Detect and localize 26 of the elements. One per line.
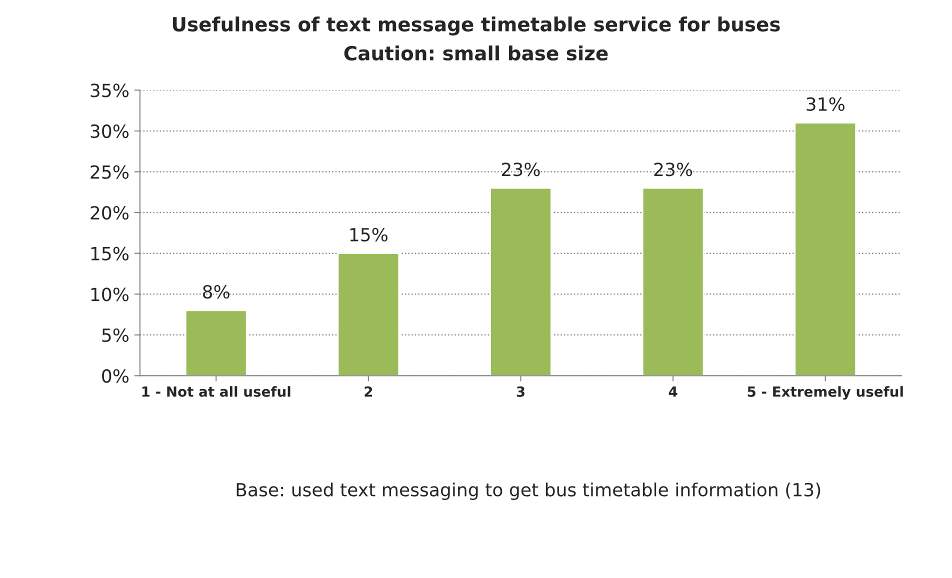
x-tick-label: 1 - Not at all useful <box>142 386 290 397</box>
y-tick-label: 5% <box>102 328 129 342</box>
bar <box>642 187 704 376</box>
bar <box>490 187 552 376</box>
x-tick-label: 2 <box>364 386 372 397</box>
bar <box>337 252 400 376</box>
chart-subtitle: Caution: small base size <box>344 46 608 61</box>
data-label: 23% <box>502 162 540 176</box>
data-label: 31% <box>806 97 844 111</box>
bar <box>184 310 248 376</box>
y-tick-label: 25% <box>90 165 129 179</box>
x-tick-label: 4 <box>668 386 678 397</box>
y-tick-label: 20% <box>90 206 129 220</box>
y-tick-label: 15% <box>91 246 129 260</box>
y-tick-label: 0% <box>102 369 129 383</box>
data-label: 15% <box>350 228 388 242</box>
y-tick-label: 10% <box>91 288 129 302</box>
data-label: 8% <box>203 284 230 299</box>
bar <box>794 122 857 376</box>
chart-title: Usefulness of text message timetable service for buses <box>173 16 780 36</box>
data-label: 23% <box>654 162 692 176</box>
y-tick-label: 30% <box>90 124 129 138</box>
text: Base: used text messaging to get bus timetable information (13) <box>236 482 820 500</box>
x-tick-label: 5 - Extremely useful <box>748 386 903 400</box>
y-tick-label: 35% <box>90 84 129 98</box>
x-tick-label: 3 <box>516 386 524 397</box>
